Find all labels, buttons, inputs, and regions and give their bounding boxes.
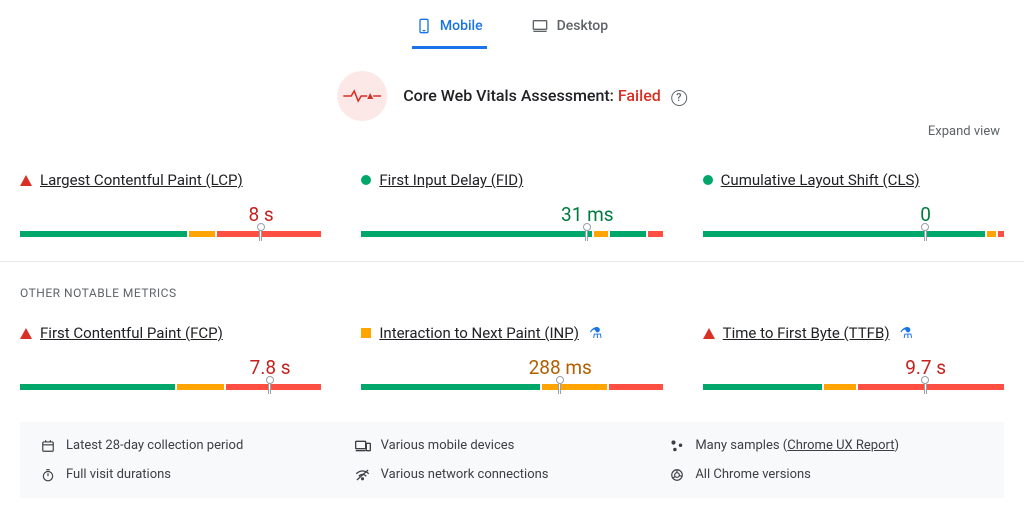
bar-marker [585, 227, 588, 241]
tab-desktop[interactable]: Desktop [527, 8, 612, 49]
metric-title-row: Largest Contentful Paint (LCP) [20, 171, 321, 189]
bar-segment [987, 231, 996, 237]
metric-title-row: Time to First Byte (TTFB) ⚗ [703, 324, 1004, 342]
footer-devices: Various mobile devices [355, 438, 670, 453]
footer-collection-period: Latest 28-day collection period [40, 438, 355, 453]
assessment-label: Core Web Vitals Assessment: [403, 86, 614, 105]
metric-card: Largest Contentful Paint (LCP) 8 s [20, 171, 321, 237]
bar-segment [609, 384, 663, 390]
bar-marker [259, 227, 262, 241]
bar-segment [361, 384, 539, 390]
bar-segment [226, 384, 321, 390]
metric-bar [20, 231, 321, 237]
bar-marker [558, 380, 561, 394]
metric-title-row: Cumulative Layout Shift (CLS) [703, 171, 1004, 189]
expand-view-link[interactable]: Expand view [928, 124, 1000, 139]
metric-value: 288 ms [361, 356, 662, 380]
bar-segment [361, 231, 591, 237]
other-metrics-heading: OTHER NOTABLE METRICS [0, 262, 1024, 300]
bar-segment [594, 231, 609, 237]
status-mid-icon [361, 328, 371, 338]
metric-card: Interaction to Next Paint (INP) ⚗ 288 ms [361, 324, 662, 390]
bar-marker [924, 380, 927, 394]
bar-segment [998, 231, 1004, 237]
metric-value: 9.7 s [703, 356, 1004, 380]
metric-bar [361, 231, 662, 237]
bar-segment [20, 384, 175, 390]
bar-segment [189, 231, 216, 237]
other-metrics-grid: First Contentful Paint (FCP) 7.8 s Interac… [0, 300, 1024, 414]
experimental-icon: ⚗ [900, 324, 913, 342]
status-poor-icon [20, 175, 32, 186]
metric-title-row: Interaction to Next Paint (INP) ⚗ [361, 324, 662, 342]
assessment-header: Core Web Vitals Assessment: Failed ? [337, 71, 687, 121]
bar-marker [924, 227, 927, 241]
stopwatch-icon [40, 468, 56, 482]
metric-name[interactable]: Cumulative Layout Shift (CLS) [721, 171, 920, 189]
tab-mobile[interactable]: Mobile [412, 8, 487, 49]
calendar-icon [40, 439, 56, 453]
footer-info: Latest 28-day collection period Various … [20, 422, 1004, 498]
chrome-ux-report-link[interactable]: Chrome UX Report [787, 438, 894, 453]
tab-desktop-label: Desktop [557, 18, 608, 34]
desktop-icon [531, 18, 549, 34]
metric-name[interactable]: Time to First Byte (TTFB) [723, 324, 890, 342]
bar-segment [20, 231, 187, 237]
bar-segment [648, 231, 663, 237]
metric-card: First Input Delay (FID) 31 ms [361, 171, 662, 237]
bar-segment [610, 231, 645, 237]
assessment-text: Core Web Vitals Assessment: Failed ? [403, 86, 687, 106]
metric-name[interactable]: First Input Delay (FID) [379, 171, 523, 189]
metric-value: 7.8 s [20, 356, 321, 380]
experimental-icon: ⚗ [589, 324, 602, 342]
mobile-icon [416, 18, 432, 34]
status-poor-icon [20, 328, 32, 339]
metric-card: Time to First Byte (TTFB) ⚗ 9.7 s [703, 324, 1004, 390]
status-poor-icon [703, 328, 715, 339]
metric-bar [703, 231, 1004, 237]
tab-mobile-label: Mobile [440, 18, 483, 34]
metric-value: 31 ms [361, 203, 662, 227]
metric-bar [361, 384, 662, 390]
help-icon[interactable]: ? [671, 90, 687, 106]
samples-icon [669, 439, 685, 453]
metric-value: 8 s [20, 203, 321, 227]
metric-card: First Contentful Paint (FCP) 7.8 s [20, 324, 321, 390]
bar-segment [858, 384, 1004, 390]
footer-chrome-versions: All Chrome versions [669, 467, 984, 482]
device-tabs: Mobile Desktop [0, 0, 1024, 49]
core-metrics-grid: Largest Contentful Paint (LCP) 8 s First I… [0, 121, 1024, 261]
chrome-icon [669, 468, 685, 482]
metric-bar [703, 384, 1004, 390]
bar-segment [542, 384, 607, 390]
bar-segment [177, 384, 225, 390]
metric-name[interactable]: Interaction to Next Paint (INP) [379, 324, 579, 342]
footer-durations: Full visit durations [40, 467, 355, 482]
devices-icon [355, 439, 371, 453]
bar-segment [703, 231, 986, 237]
wifi-icon [355, 468, 371, 482]
pulse-icon [337, 71, 387, 121]
bar-segment [824, 384, 857, 390]
status-good-icon [361, 175, 371, 185]
metric-card: Cumulative Layout Shift (CLS) 0 [703, 171, 1004, 237]
metric-value: 0 [703, 203, 1004, 227]
footer-samples: Many samples (Chrome UX Report) [669, 438, 984, 453]
metric-title-row: First Contentful Paint (FCP) [20, 324, 321, 342]
bar-segment [217, 231, 321, 237]
bar-marker [268, 380, 271, 394]
assessment-result: Failed [618, 86, 661, 105]
status-good-icon [703, 175, 713, 185]
bar-segment [703, 384, 822, 390]
metric-name[interactable]: Largest Contentful Paint (LCP) [40, 171, 243, 189]
metric-bar [20, 384, 321, 390]
metric-title-row: First Input Delay (FID) [361, 171, 662, 189]
metric-name[interactable]: First Contentful Paint (FCP) [40, 324, 223, 342]
footer-network: Various network connections [355, 467, 670, 482]
